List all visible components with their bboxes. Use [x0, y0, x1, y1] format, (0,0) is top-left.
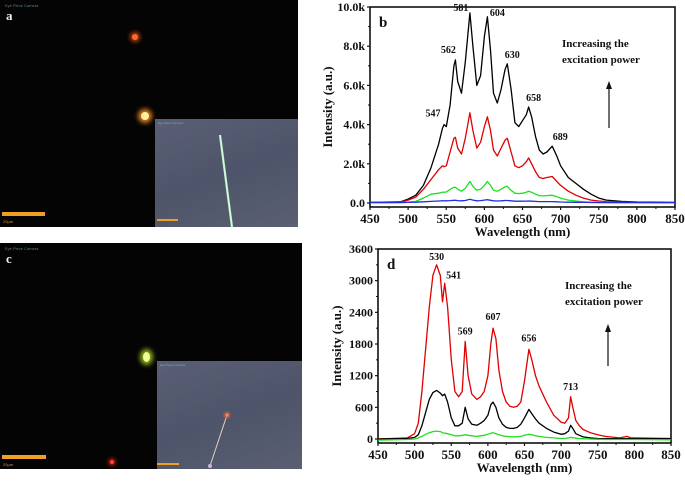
y-tick-label: 600	[355, 400, 373, 414]
x-tick-label: 850	[665, 211, 685, 226]
emission-spot	[143, 352, 150, 362]
x-axis-label: Wavelength (nm)	[477, 460, 573, 475]
y-tick-label: 0	[367, 432, 373, 446]
x-tick-label: 800	[625, 447, 645, 462]
peak-label: 530	[429, 252, 444, 263]
arrow-head-icon	[606, 81, 612, 89]
peak-label: 658	[526, 93, 541, 104]
emission-spot	[110, 460, 114, 464]
camera-overlay-text: Eye Piece Camera	[5, 246, 39, 251]
nanofiber-image	[218, 134, 234, 227]
nanofiber-image	[208, 411, 231, 468]
scale-label: 20μm	[3, 462, 14, 467]
micrograph-a: Eye Piece Camera a 20μm Eye Piece Camera	[0, 0, 298, 227]
inset-scale-bar	[157, 219, 178, 221]
scale-label: 20μm	[3, 219, 14, 224]
x-tick-label: 750	[588, 447, 608, 462]
arrow-head-icon	[605, 324, 611, 332]
x-tick-label: 500	[398, 211, 418, 226]
x-tick-label: 650	[513, 211, 533, 226]
series-line	[369, 112, 676, 204]
inset-scale-bar	[157, 463, 179, 465]
peak-label: 541	[446, 270, 461, 281]
scale-bar	[2, 212, 45, 216]
emission-spot	[132, 34, 138, 40]
x-tick-label: 550	[437, 211, 457, 226]
series-line	[370, 198, 675, 204]
inset-overlay-text: Eye Piece Camera	[158, 121, 184, 125]
y-tick-label: 0.0	[350, 196, 365, 210]
peak-label: 581	[453, 3, 468, 14]
panel-label-c: c	[6, 251, 12, 266]
peak-label: 604	[490, 8, 505, 19]
x-tick-label: 700	[551, 447, 571, 462]
series-line	[369, 12, 676, 204]
chart-d: 450 500 550 600 650 700 750 800 850 0 600 1200 1800 2…	[329, 242, 681, 475]
annotation-text: Increasing the	[562, 38, 629, 50]
scale-bar	[2, 455, 46, 459]
y-tick-label: 2400	[349, 305, 373, 319]
peak-label: 656	[521, 333, 536, 344]
emission-spot	[141, 112, 149, 120]
inset-overlay-text: Eye Piece Camera	[160, 363, 186, 367]
plot-frame	[377, 248, 672, 444]
x-tick-label: 500	[405, 447, 425, 462]
peak-label: 607	[486, 312, 501, 323]
micrograph-c: Eye Piece Camera c 20μm Eye Piece Camera	[0, 243, 302, 469]
y-tick-label: 3000	[349, 274, 373, 288]
peak-label: 630	[505, 50, 520, 61]
y-tick-label: 6.0k	[343, 78, 365, 92]
chart-b: 450 500 550 600 650 700 750 800 850 0.0 2.0k 4.0k 6.…	[320, 0, 685, 239]
panel-label-b: b	[379, 15, 387, 31]
panel-label-d: d	[387, 257, 396, 273]
x-tick-label: 700	[551, 211, 571, 226]
peak-label: 547	[425, 109, 440, 120]
y-tick-label: 4.0k	[343, 118, 365, 132]
peak-label: 689	[553, 132, 568, 143]
panel-label-a: a	[6, 8, 13, 23]
y-axis-label: Intensity (a.u.)	[329, 305, 344, 386]
x-tick-label: 750	[589, 211, 609, 226]
y-tick-label: 1800	[349, 337, 373, 351]
plot-frame	[369, 6, 676, 208]
series-line	[377, 430, 672, 441]
y-axis-label: Intensity (a.u.)	[320, 66, 335, 147]
y-tick-label: 3600	[349, 242, 373, 256]
y-tick-label: 8.0k	[343, 39, 365, 53]
x-tick-label: 550	[442, 447, 462, 462]
x-tick-label: 450	[368, 447, 388, 462]
bright-field-inset-a: Eye Piece Camera	[155, 119, 298, 227]
series-line	[377, 389, 671, 440]
x-tick-label: 600	[478, 447, 498, 462]
x-tick-label: 450	[360, 211, 380, 226]
y-tick-label: 10.0k	[337, 0, 365, 14]
x-axis-label: Wavelength (nm)	[475, 224, 571, 239]
series-line	[369, 180, 676, 204]
peak-label: 562	[441, 45, 456, 56]
y-tick-label: 2.0k	[343, 157, 365, 171]
x-tick-label: 850	[661, 447, 681, 462]
bright-field-inset-c: Eye Piece Camera	[157, 361, 302, 469]
series-line	[377, 264, 672, 440]
x-tick-label: 800	[627, 211, 647, 226]
x-tick-label: 600	[475, 211, 495, 226]
annotation-text: excitation power	[562, 54, 640, 66]
y-tick-label: 1200	[349, 369, 373, 383]
annotation-text: Increasing the	[565, 280, 632, 292]
annotation-text: excitation power	[565, 296, 643, 308]
peak-label: 713	[563, 382, 578, 393]
camera-overlay-text: Eye Piece Camera	[5, 3, 39, 8]
peak-label: 569	[458, 326, 473, 337]
x-tick-label: 650	[515, 447, 535, 462]
